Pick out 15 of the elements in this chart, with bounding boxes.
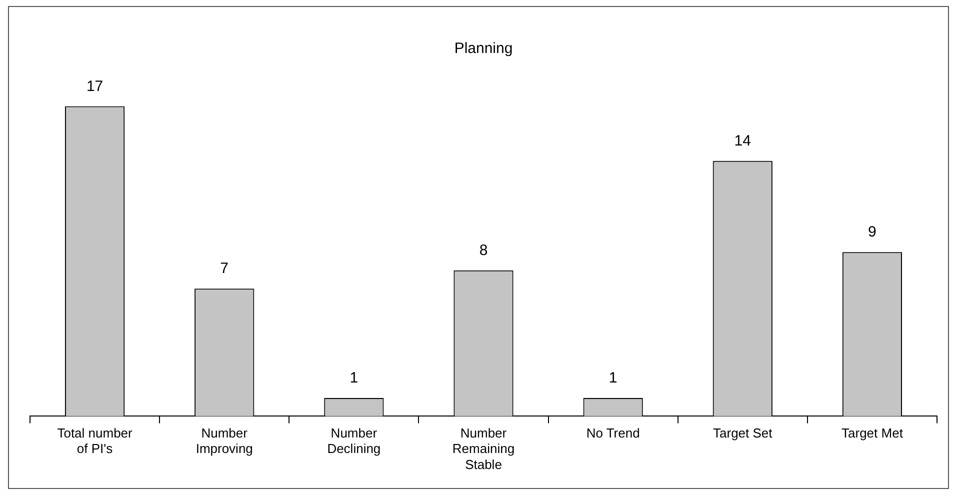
data-label: 9 <box>868 224 876 241</box>
data-label: 8 <box>479 242 488 259</box>
data-label: 1 <box>350 370 358 387</box>
data-label: 17 <box>86 78 104 95</box>
x-tick-label: Number Improving <box>196 426 253 456</box>
chart-title: Planning <box>454 40 513 58</box>
x-tick-label: No Trend <box>586 426 640 441</box>
x-tick-label: Target Set <box>713 426 773 441</box>
data-label: 7 <box>220 260 229 278</box>
x-tick-label: Total number of PI's <box>57 426 134 456</box>
data-label: 14 <box>734 132 751 150</box>
x-tick-label: Number Declining <box>327 426 381 456</box>
x-tick-label: Target Met <box>842 426 904 441</box>
x-tick-label: Number Remaining Stable <box>452 426 515 472</box>
data-label: 1 <box>608 370 618 387</box>
